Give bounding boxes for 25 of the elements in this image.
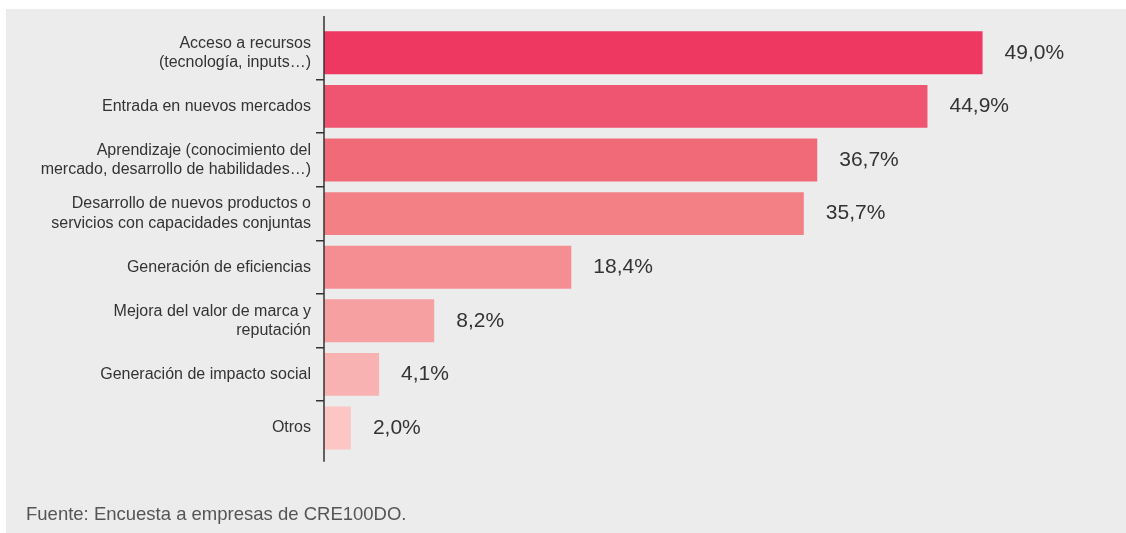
data-label: 44,9% <box>949 93 1009 117</box>
y-tick-label: Desarrollo de nuevos productos o servicios con capacidades conjuntas <box>51 194 312 231</box>
data-label: 2,0% <box>372 414 421 438</box>
data-label: 18,4% <box>593 254 653 277</box>
y-tick-label: Generación de impacto social <box>100 364 311 382</box>
bar <box>324 406 351 450</box>
y-tick-label: Aprendizaje (conocimiento del mercado, desarrollo de habilidades…) <box>40 140 311 178</box>
y-tick-label: Acceso a recursos (tecnología, inputs…) <box>158 33 311 70</box>
bar <box>324 138 818 182</box>
bar <box>324 31 983 75</box>
y-tick-label: Generación de eficiencias <box>126 257 311 275</box>
bar <box>324 245 572 289</box>
bar <box>324 299 435 343</box>
y-tick-label: Mejora del valor de marca y reputación <box>113 301 311 338</box>
bar <box>324 84 928 128</box>
source-note: Fuente: Encuesta a empresas de CRE100DO. <box>26 503 407 525</box>
y-tick-label: Entrada en nuevos mercados <box>101 96 311 114</box>
bar <box>324 192 804 236</box>
data-label: 4,1% <box>401 361 449 385</box>
bar <box>324 352 380 396</box>
data-label: 35,7% <box>825 200 886 224</box>
data-label: 36,7% <box>839 146 899 170</box>
data-label: 49,0% <box>1004 39 1065 63</box>
data-label: 8,2% <box>456 307 505 331</box>
y-tick-label: Otros <box>271 418 311 436</box>
